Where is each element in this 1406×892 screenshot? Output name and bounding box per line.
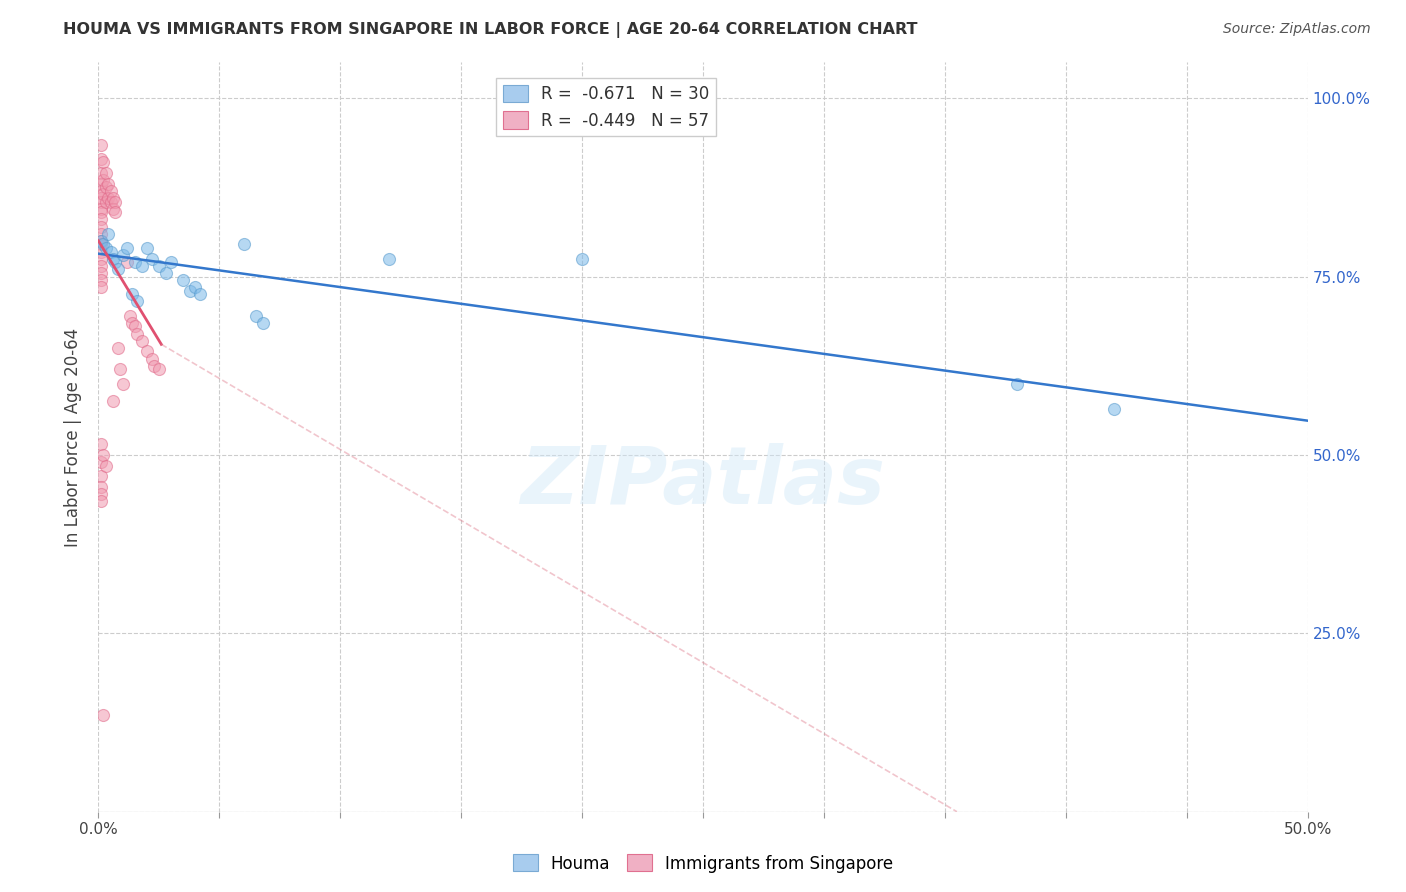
Point: [90, 455, 112, 469]
Point: [124, 319, 146, 334]
Point: [90, 191, 112, 205]
Point: [90, 234, 112, 248]
Point: [155, 266, 177, 280]
Point: [90, 252, 112, 266]
Point: [94, 241, 117, 255]
Point: [160, 255, 183, 269]
Point: [124, 255, 146, 269]
Point: [188, 287, 211, 301]
Point: [101, 394, 124, 409]
Point: [90, 234, 112, 248]
Point: [172, 273, 194, 287]
Legend: R =  -0.671   N = 30, R =  -0.449   N = 57: R = -0.671 N = 30, R = -0.449 N = 57: [496, 78, 716, 136]
Point: [94, 194, 117, 209]
Text: HOUMA VS IMMIGRANTS FROM SINGAPORE IN LABOR FORCE | AGE 20-64 CORRELATION CHART: HOUMA VS IMMIGRANTS FROM SINGAPORE IN LA…: [63, 22, 918, 38]
Point: [91, 155, 114, 169]
Point: [135, 241, 157, 255]
Text: Source: ZipAtlas.com: Source: ZipAtlas.com: [1223, 22, 1371, 37]
Point: [104, 255, 127, 269]
Point: [90, 194, 112, 209]
Point: [90, 152, 112, 166]
Point: [90, 266, 112, 280]
Point: [107, 262, 129, 277]
Point: [91, 187, 114, 202]
Point: [135, 344, 157, 359]
Point: [90, 280, 112, 294]
Point: [97, 177, 120, 191]
Point: [111, 376, 134, 391]
Point: [90, 487, 112, 501]
Point: [127, 326, 149, 341]
Point: [121, 316, 143, 330]
Point: [90, 227, 112, 241]
Point: [91, 448, 114, 462]
Point: [117, 241, 139, 255]
Y-axis label: In Labor Force | Age 20-64: In Labor Force | Age 20-64: [65, 327, 83, 547]
Point: [91, 708, 114, 723]
Point: [127, 294, 149, 309]
Point: [118, 309, 141, 323]
Point: [179, 284, 201, 298]
Point: [90, 469, 112, 483]
Point: [90, 494, 112, 508]
Point: [148, 259, 170, 273]
Point: [143, 359, 166, 373]
Point: [90, 480, 112, 494]
Point: [90, 177, 112, 191]
Point: [1007, 376, 1029, 391]
Point: [100, 194, 122, 209]
Point: [117, 255, 139, 269]
Point: [90, 184, 112, 198]
Point: [107, 341, 129, 355]
Point: [571, 252, 593, 266]
Point: [90, 202, 112, 216]
Point: [94, 458, 117, 473]
Point: [90, 273, 112, 287]
Point: [90, 137, 112, 152]
Point: [104, 205, 127, 219]
Point: [90, 166, 112, 180]
Point: [90, 244, 112, 259]
Point: [94, 180, 117, 194]
Point: [90, 237, 112, 252]
Point: [131, 334, 153, 348]
Point: [90, 437, 112, 451]
Point: [90, 212, 112, 227]
Point: [111, 248, 134, 262]
Point: [90, 259, 112, 273]
Point: [100, 184, 122, 198]
Point: [1102, 401, 1125, 416]
Legend: Houma, Immigrants from Singapore: Houma, Immigrants from Singapore: [506, 847, 900, 880]
Point: [91, 237, 114, 252]
Point: [377, 252, 399, 266]
Point: [232, 237, 254, 252]
Point: [245, 309, 267, 323]
Text: ZIPatlas: ZIPatlas: [520, 443, 886, 521]
Point: [108, 362, 131, 376]
Point: [101, 252, 124, 266]
Point: [104, 194, 127, 209]
Point: [100, 244, 122, 259]
Point: [91, 173, 114, 187]
Point: [101, 202, 124, 216]
Point: [184, 280, 207, 294]
Point: [121, 287, 143, 301]
Point: [141, 351, 163, 366]
Point: [97, 191, 120, 205]
Point: [101, 191, 124, 205]
Point: [141, 252, 163, 266]
Point: [90, 219, 112, 234]
Point: [148, 362, 170, 376]
Point: [97, 227, 120, 241]
Point: [252, 316, 274, 330]
Point: [90, 205, 112, 219]
Point: [131, 259, 153, 273]
Point: [94, 166, 117, 180]
